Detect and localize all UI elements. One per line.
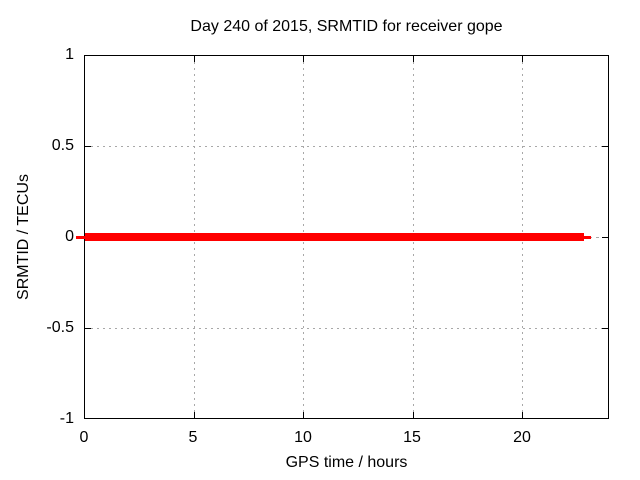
tickmark-right-0	[602, 237, 608, 238]
ytick-label-0: 0	[65, 228, 74, 245]
xtick-label-5: 5	[188, 429, 198, 446]
gridline-y-0.5	[85, 146, 608, 147]
xtick-label-20: 20	[513, 429, 531, 446]
tickmark-bottom-15	[413, 412, 414, 418]
ytick-label-0.5: 0.5	[51, 137, 74, 154]
tickmark-right-neg0.5	[602, 328, 608, 329]
tickmark-bottom-20	[522, 412, 523, 418]
tickmark-right-0.5	[602, 146, 608, 147]
x-axis-label: GPS time / hours	[285, 454, 408, 471]
ytick-label-neg1: -1	[59, 410, 74, 427]
ytick-label-neg0.5: -0.5	[46, 319, 74, 336]
data-series-line-cap-right	[584, 236, 591, 239]
tickmark-top-20	[522, 56, 523, 62]
tickmark-top-5	[194, 56, 195, 62]
tickmark-bottom-5	[194, 412, 195, 418]
tickmark-left-0.5	[85, 146, 91, 147]
xtick-label-0: 0	[79, 429, 89, 446]
xtick-label-15: 15	[403, 429, 421, 446]
tickmark-left-neg0.5	[85, 328, 91, 329]
data-series-line-cap-left	[76, 236, 85, 239]
tickmark-bottom-10	[303, 412, 304, 418]
chart-title: Day 240 of 2015, SRMTID for receiver gop…	[190, 18, 503, 35]
gridline-y-neg0.5	[85, 328, 608, 329]
tickmark-top-15	[413, 56, 414, 62]
data-series-line	[85, 233, 584, 241]
plot-area	[76, 55, 609, 419]
tickmark-top-10	[303, 56, 304, 62]
xtick-label-10: 10	[294, 429, 312, 446]
ytick-label-1: 1	[65, 46, 74, 63]
